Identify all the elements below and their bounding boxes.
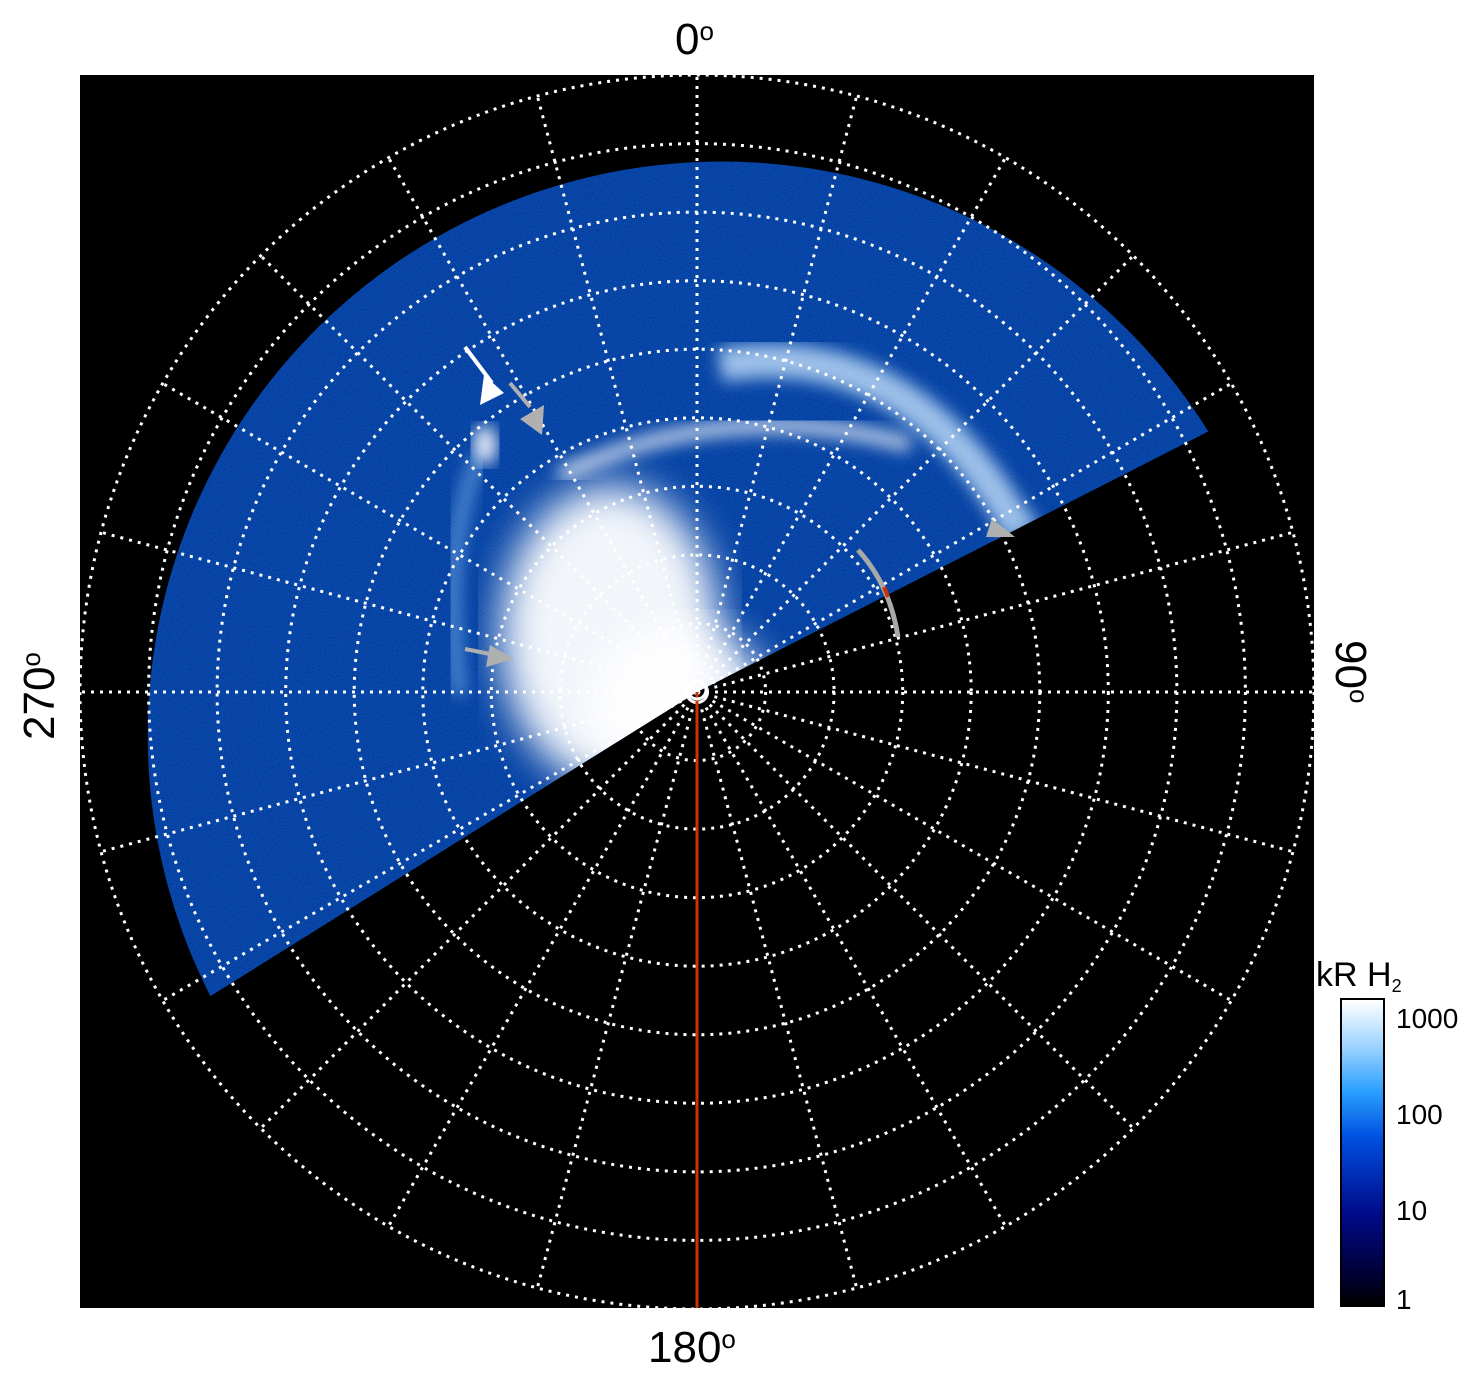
grid-spoke — [100, 530, 698, 694]
grid-spoke — [259, 254, 699, 694]
grid-circle — [284, 279, 1110, 1105]
grid-spoke — [695, 690, 1135, 1130]
arrow-gray-1 — [508, 381, 544, 435]
arrow-gray-2 — [464, 645, 514, 667]
grid-circle — [421, 416, 973, 968]
grid-spoke — [696, 690, 1294, 854]
angle-label-0: 0o — [675, 15, 714, 64]
colorbar-tick-label: 10 — [1396, 1195, 1428, 1226]
pole-marker — [686, 679, 708, 701]
grid-spoke — [695, 691, 859, 1289]
arrow-white-1 — [463, 345, 504, 405]
angle-label-180: 180o — [648, 1323, 736, 1372]
angle-label-90: 90o — [1326, 640, 1375, 704]
colorbar — [1340, 998, 1385, 1307]
polar-projection-image — [80, 75, 1314, 1308]
colorbar-tick-label: 100 — [1396, 1099, 1443, 1130]
grid-spoke — [259, 690, 699, 1130]
auroral-oval-arc-north — [556, 417, 913, 483]
grid-spoke — [535, 95, 699, 693]
grid-spoke — [695, 691, 1007, 1228]
angle-label-270: 270o — [15, 652, 64, 740]
grid-spoke — [100, 690, 698, 854]
grid-spoke — [696, 690, 1233, 1002]
colorbar-title: kR H2 — [1316, 956, 1402, 996]
grid-spoke — [387, 691, 699, 1228]
grid-spoke — [387, 156, 699, 693]
grid-circle — [489, 484, 905, 900]
grid-spoke — [696, 530, 1294, 694]
grid-spoke — [535, 691, 699, 1289]
grid-spoke — [695, 95, 859, 693]
auroral-secondary-arc — [446, 452, 487, 696]
grid-spoke — [161, 382, 698, 694]
grid-spoke — [696, 382, 1233, 694]
polar-plot-svg — [80, 75, 1314, 1308]
colorbar-tick-label: 1000 — [1396, 1003, 1459, 1034]
arrow-gray-3 — [986, 519, 1015, 537]
footprint-track-marker — [882, 586, 890, 598]
grid-circle — [147, 142, 1247, 1242]
grid-spoke — [695, 156, 1007, 693]
colorbar-tick-label: 1 — [1396, 1284, 1412, 1315]
grid-circle — [626, 621, 768, 763]
grid-spoke — [161, 690, 698, 1002]
grid-spoke — [695, 254, 1135, 694]
